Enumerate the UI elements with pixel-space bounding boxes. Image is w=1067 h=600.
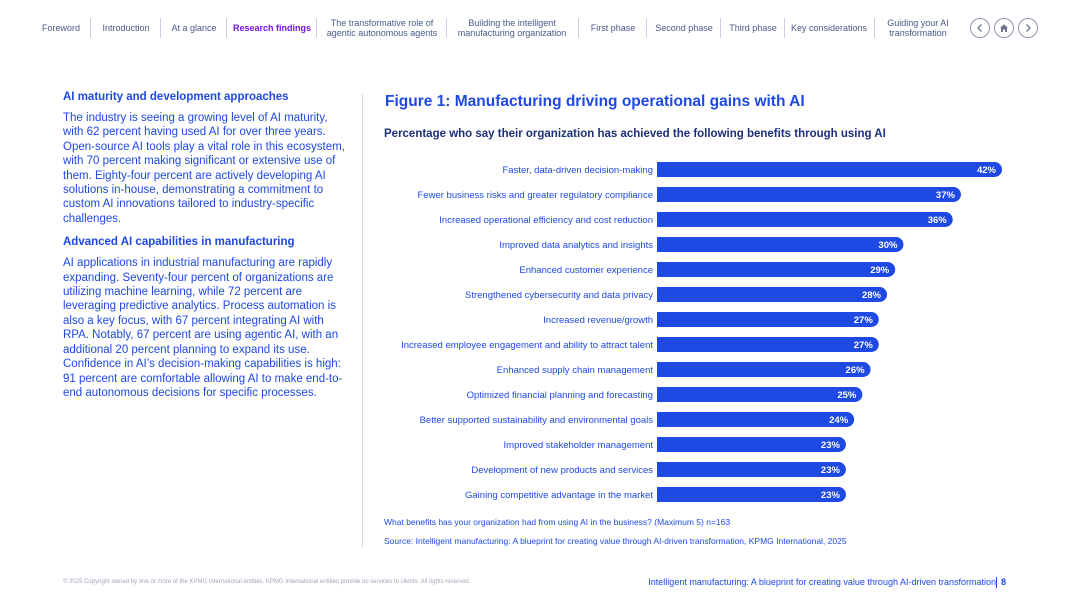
- bar: [657, 487, 846, 502]
- bar: [657, 237, 904, 252]
- home-button[interactable]: [994, 18, 1014, 38]
- bar: [657, 287, 888, 302]
- section-paragraph-ai-maturity: The industry is seeing a growing level o…: [63, 112, 345, 225]
- value-label: 23%: [821, 465, 841, 476]
- nav-item-first-phase[interactable]: First phase: [590, 23, 636, 33]
- bar: [657, 437, 846, 452]
- category-label: Improved stakeholder management: [504, 440, 654, 451]
- previous-page-button[interactable]: [970, 18, 990, 38]
- bar: [657, 462, 846, 477]
- category-label: Fewer business risks and greater regulat…: [418, 190, 654, 201]
- category-label: Increased operational efficiency and cos…: [439, 215, 653, 226]
- nav-item-intelligent-organization[interactable]: Building the intelligent manufacturing o…: [457, 18, 567, 38]
- bar: [657, 412, 855, 427]
- survey-question-note: What benefits has your organization had …: [384, 517, 731, 527]
- bar: [657, 187, 961, 202]
- figure-title: Figure 1: Manufacturing driving operatio…: [385, 93, 805, 110]
- nav-separator: [720, 18, 721, 38]
- bar: [657, 312, 879, 327]
- nav-item-introduction[interactable]: Introduction: [102, 23, 150, 33]
- bar: [657, 262, 896, 277]
- nav-item-foreword[interactable]: Foreword: [41, 23, 80, 33]
- page-number: 8: [996, 577, 1006, 588]
- benefits-bar-chart: Faster, data-driven decision-making 42% Fe…: [401, 162, 1002, 502]
- category-label: Improved data analytics and insights: [499, 240, 653, 251]
- bar: [657, 387, 863, 402]
- value-label: 26%: [846, 365, 866, 376]
- source-note: Source: Intelligent manufacturing: A blu…: [384, 536, 847, 546]
- section-heading-ai-maturity: AI maturity and development approaches: [63, 91, 289, 103]
- value-label: 25%: [837, 390, 857, 401]
- home-icon: [1000, 24, 1008, 32]
- chevron-right-icon: [1026, 24, 1031, 32]
- category-label: Optimized financial planning and forecas…: [467, 390, 653, 401]
- nav-separator: [646, 18, 647, 38]
- nav-item-third-phase[interactable]: Third phase: [729, 23, 777, 33]
- nav-item-key-considerations[interactable]: Key considerations: [790, 23, 868, 33]
- category-label: Gaining competitive advantage in the mar…: [465, 490, 653, 501]
- category-label: Better supported sustainability and envi…: [420, 415, 654, 426]
- nav-separator: [784, 18, 785, 38]
- next-page-button[interactable]: [1018, 18, 1038, 38]
- nav-item-guiding-ai-transformation[interactable]: Guiding your AI transformation: [887, 18, 949, 38]
- value-label: 28%: [862, 290, 882, 301]
- category-label: Enhanced customer experience: [519, 265, 653, 276]
- value-label: 24%: [829, 415, 849, 426]
- value-label: 42%: [977, 165, 997, 176]
- value-label: 36%: [928, 215, 948, 226]
- nav-item-agentic-agents[interactable]: The transformative role of agentic auton…: [326, 18, 438, 38]
- value-label: 23%: [821, 490, 841, 501]
- nav-item-at-a-glance[interactable]: At a glance: [171, 23, 217, 33]
- category-label: Increased employee engagement and abilit…: [401, 340, 653, 351]
- bar: [657, 337, 879, 352]
- column-divider: [362, 94, 363, 548]
- footer-report-title: Intelligent manufacturing: A blueprint f…: [648, 577, 996, 587]
- nav-item-research-findings[interactable]: Research findings: [232, 23, 312, 33]
- figure-subtitle: Percentage who say their organization ha…: [384, 128, 886, 140]
- value-label: 27%: [854, 340, 874, 351]
- nav-item-second-phase[interactable]: Second phase: [655, 23, 713, 33]
- value-label: 23%: [821, 440, 841, 451]
- nav-separator: [160, 18, 161, 38]
- category-label: Increased revenue/growth: [543, 315, 653, 326]
- nav-separator: [226, 18, 227, 38]
- value-label: 37%: [936, 190, 956, 201]
- category-label: Strengthened cybersecurity and data priv…: [465, 290, 653, 301]
- nav-separator: [578, 18, 579, 38]
- top-navigation: Foreword Introduction At a glance Resear…: [0, 14, 1067, 44]
- section-paragraph-advanced-capabilities: AI applications in industrial manufactur…: [63, 257, 343, 399]
- nav-separator: [90, 18, 91, 38]
- nav-separator: [446, 18, 447, 38]
- value-label: 29%: [870, 265, 890, 276]
- bar: [657, 162, 1002, 177]
- chevron-left-icon: [977, 24, 982, 32]
- category-label: Enhanced supply chain management: [497, 365, 654, 376]
- nav-separator: [874, 18, 875, 38]
- value-label: 27%: [854, 315, 874, 326]
- copyright-notice: © 2025 Copyright owned by one or more of…: [63, 579, 471, 585]
- bar: [657, 362, 871, 377]
- bar: [657, 212, 953, 227]
- section-heading-advanced-capabilities: Advanced AI capabilities in manufacturin…: [63, 236, 295, 249]
- value-label: 30%: [878, 240, 898, 251]
- category-label: Development of new products and services: [471, 465, 653, 476]
- left-text-column: AI maturity and development approaches T…: [63, 91, 345, 410]
- nav-separator: [316, 18, 317, 38]
- category-label: Faster, data-driven decision-making: [503, 165, 654, 176]
